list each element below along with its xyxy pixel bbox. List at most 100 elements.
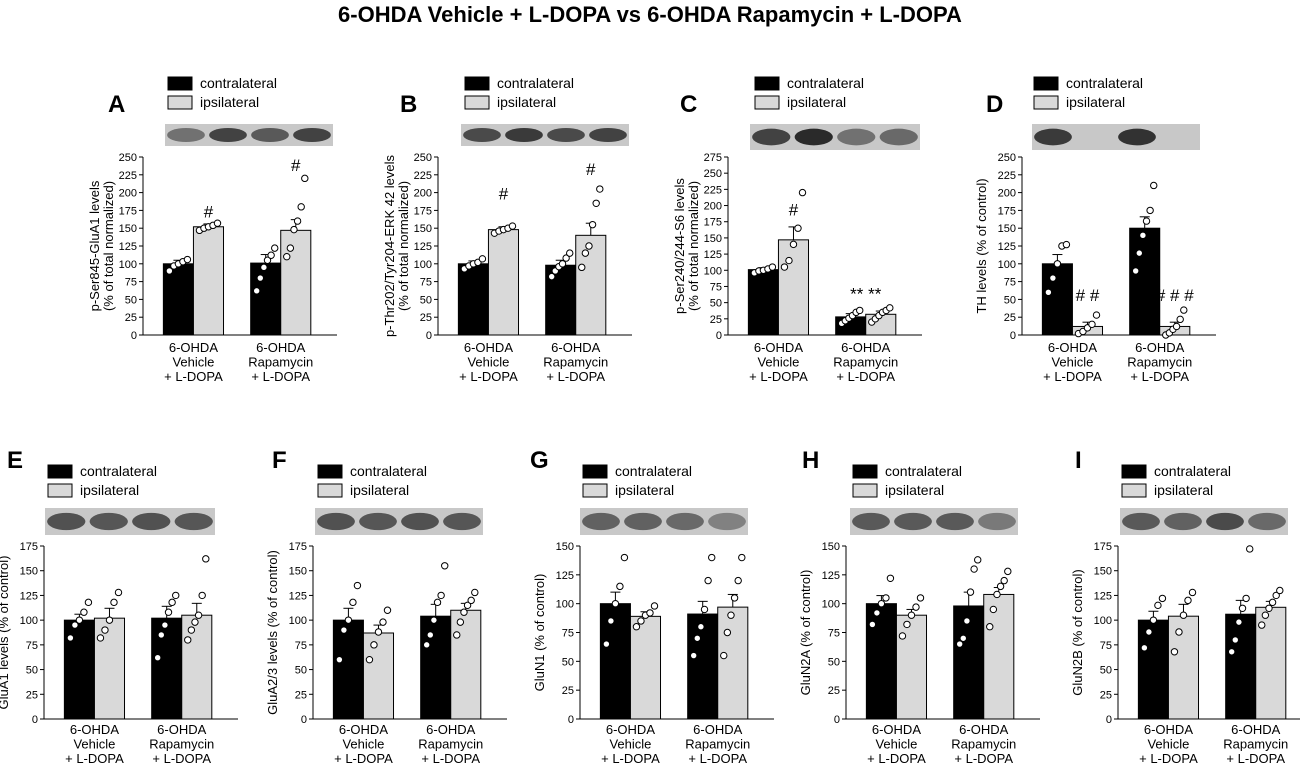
data-point bbox=[720, 651, 728, 660]
group-label: 6-OHDA bbox=[551, 340, 600, 355]
group-label: Vehicle bbox=[172, 355, 214, 370]
data-point bbox=[263, 256, 272, 264]
group-label: Rapamycin bbox=[248, 355, 313, 370]
bar-contralateral bbox=[332, 619, 364, 720]
data-point bbox=[1158, 594, 1167, 603]
y-tick-label: 175 bbox=[998, 205, 1016, 217]
data-point bbox=[105, 616, 114, 624]
blot-band bbox=[978, 512, 1016, 531]
panel-letter: C bbox=[680, 91, 697, 118]
data-point bbox=[903, 620, 911, 629]
legend-label-ipsilateral: ipsilateral bbox=[1066, 94, 1125, 110]
legend-swatch-ipsilateral bbox=[464, 95, 490, 110]
y-tick-label: 0 bbox=[568, 714, 574, 726]
legend-label-ipsilateral: ipsilateral bbox=[787, 94, 846, 110]
y-axis-label: GluA2/3 levels (% of control) bbox=[265, 550, 280, 715]
data-point bbox=[785, 256, 793, 265]
y-tick-label: 50 bbox=[1100, 665, 1112, 677]
y-tick-label: 125 bbox=[556, 570, 574, 582]
data-point bbox=[566, 249, 574, 257]
y-tick-label: 175 bbox=[704, 217, 722, 229]
data-point bbox=[588, 220, 597, 229]
data-point bbox=[340, 626, 348, 634]
y-tick-label: 125 bbox=[1094, 590, 1112, 602]
data-point bbox=[734, 576, 742, 585]
y-tick-label: 275 bbox=[704, 152, 722, 164]
y-axis-label: (% of total normalized) bbox=[396, 181, 411, 311]
data-point bbox=[974, 556, 982, 564]
y-axis-label: p-Thr202/Tyr204-ERK 42 levels bbox=[382, 154, 397, 337]
blot-band bbox=[589, 127, 627, 143]
y-axis-label: (% of total normalized) bbox=[686, 181, 701, 311]
y-tick-label: 175 bbox=[20, 541, 38, 553]
group-label: + L-DOPA bbox=[421, 751, 480, 766]
data-point bbox=[183, 255, 192, 264]
figure-title: 6-OHDA Vehicle + L-DOPA vs 6-OHDA Rapamy… bbox=[338, 2, 962, 27]
bar-contralateral bbox=[250, 262, 282, 336]
data-point bbox=[1049, 274, 1057, 282]
y-tick-label: 125 bbox=[414, 241, 432, 253]
group-label: + L-DOPA bbox=[546, 369, 605, 384]
blot-band bbox=[317, 512, 355, 531]
y-tick-label: 75 bbox=[26, 640, 38, 652]
y-tick-label: 250 bbox=[998, 152, 1016, 164]
legend-label-contralateral: contralateral bbox=[885, 463, 962, 479]
group-label: Rapamycin bbox=[951, 737, 1016, 752]
y-tick-label: 100 bbox=[556, 599, 574, 611]
data-point bbox=[996, 582, 1005, 591]
data-point bbox=[168, 598, 176, 607]
bar-ipsilateral bbox=[1167, 615, 1200, 720]
data-point bbox=[877, 599, 886, 608]
data-point bbox=[75, 616, 84, 624]
data-point bbox=[970, 565, 978, 573]
legend-label-ipsilateral: ipsilateral bbox=[615, 482, 674, 498]
data-point bbox=[293, 217, 302, 225]
y-tick-label: 100 bbox=[1094, 615, 1112, 627]
data-point bbox=[986, 623, 994, 631]
blot-band bbox=[879, 128, 918, 146]
blot-band bbox=[837, 128, 876, 146]
data-point bbox=[1179, 611, 1188, 619]
legend-swatch-ipsilateral bbox=[47, 483, 73, 498]
legend-label-contralateral: contralateral bbox=[497, 75, 574, 91]
y-tick-label: 50 bbox=[420, 294, 432, 306]
data-point bbox=[856, 306, 864, 315]
group-label: 6-OHDA bbox=[1144, 722, 1193, 737]
y-tick-label: 25 bbox=[710, 314, 722, 326]
y-tick-label: 100 bbox=[289, 615, 307, 627]
data-point bbox=[267, 251, 275, 259]
bar-contralateral bbox=[1129, 227, 1161, 336]
data-point bbox=[708, 553, 716, 562]
group-label: Vehicle bbox=[609, 737, 651, 752]
data-point bbox=[290, 225, 298, 234]
group-label: + L-DOPA bbox=[749, 369, 808, 384]
data-point bbox=[456, 618, 465, 626]
legend-swatch-ipsilateral bbox=[167, 95, 193, 110]
data-point bbox=[383, 606, 392, 614]
data-point bbox=[297, 203, 305, 211]
group-label: Vehicle bbox=[1051, 355, 1093, 370]
y-tick-label: 150 bbox=[1094, 566, 1112, 578]
data-point bbox=[467, 596, 475, 605]
data-point bbox=[349, 598, 357, 607]
y-tick-label: 50 bbox=[295, 665, 307, 677]
group-label: Rapamycin bbox=[1223, 737, 1288, 752]
group-label: Rapamycin bbox=[418, 737, 483, 752]
y-tick-label: 0 bbox=[1010, 330, 1016, 342]
significance-marker: # bbox=[291, 156, 301, 175]
y-tick-label: 100 bbox=[414, 259, 432, 271]
y-tick-label: 200 bbox=[998, 188, 1016, 200]
data-point bbox=[697, 623, 705, 631]
blot-band bbox=[401, 512, 439, 531]
data-point bbox=[114, 588, 123, 597]
blot-band bbox=[1122, 512, 1160, 531]
y-tick-label: 25 bbox=[828, 685, 840, 697]
data-point bbox=[592, 199, 600, 207]
y-tick-label: 175 bbox=[414, 205, 432, 217]
data-point bbox=[1139, 231, 1147, 240]
